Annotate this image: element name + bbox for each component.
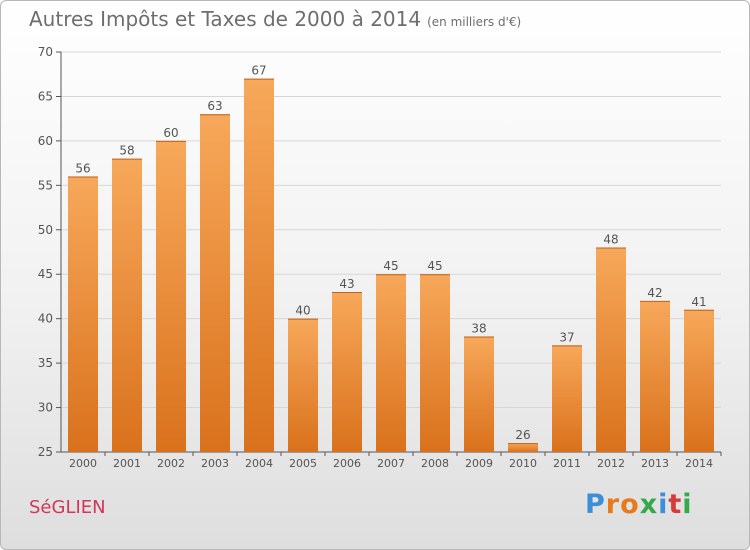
y-tick-label: 55 — [38, 178, 53, 192]
x-tick-label: 2008 — [421, 457, 449, 470]
bar — [68, 176, 98, 452]
x-tick-label: 2010 — [509, 457, 537, 470]
y-tick-label: 35 — [38, 356, 53, 370]
bar — [244, 78, 274, 453]
y-tick-label: 30 — [38, 401, 53, 415]
x-tick-label: 2004 — [245, 457, 273, 470]
bar — [200, 114, 230, 452]
x-tick-label: 2001 — [113, 457, 141, 470]
x-tick-label: 2011 — [553, 457, 581, 470]
y-tick-label: 65 — [38, 89, 53, 103]
y-tick-label: 45 — [38, 267, 53, 281]
data-label: 45 — [427, 259, 442, 273]
data-label: 42 — [647, 286, 662, 300]
bar — [420, 274, 450, 452]
logo-letter: i — [682, 489, 693, 520]
logo-letter: P — [585, 489, 606, 520]
x-tick-label: 2009 — [465, 457, 493, 470]
data-label: 43 — [339, 277, 354, 291]
data-label: 40 — [295, 304, 310, 318]
x-tick-label: 2002 — [157, 457, 185, 470]
x-tick-label: 2013 — [641, 457, 669, 470]
logo-letter: o — [620, 489, 640, 520]
bar — [596, 247, 626, 452]
x-tick-label: 2000 — [69, 457, 97, 470]
y-tick-label: 40 — [38, 312, 53, 326]
x-tick-label: 2014 — [685, 457, 713, 470]
x-tick-label: 2012 — [597, 457, 625, 470]
x-tick-label: 2003 — [201, 457, 229, 470]
logo-letter: x — [639, 489, 659, 520]
proxiti-logo: Proxiti — [585, 489, 693, 520]
data-label: 56 — [75, 161, 90, 175]
bar — [112, 158, 142, 452]
bar — [332, 292, 362, 452]
bar — [684, 309, 714, 452]
bar — [156, 140, 186, 452]
data-label: 26 — [515, 428, 530, 442]
chart-title: Autres Impôts et Taxes de 2000 à 2014 (en… — [29, 7, 521, 31]
data-label: 45 — [383, 259, 398, 273]
y-tick-label: 25 — [38, 445, 53, 459]
logo-letter: i — [658, 489, 669, 520]
data-label: 60 — [163, 126, 178, 140]
x-tick-label: 2006 — [333, 457, 361, 470]
logo-letter: t — [668, 489, 683, 520]
data-label: 67 — [251, 64, 266, 78]
x-tick-label: 2007 — [377, 457, 405, 470]
place-name: SéGLIEN — [29, 497, 106, 518]
title-text: Autres Impôts et Taxes de 2000 à 2014 — [29, 7, 422, 31]
y-tick-label: 60 — [38, 134, 53, 148]
y-tick-label: 70 — [38, 45, 53, 59]
data-label: 48 — [603, 233, 618, 247]
bar — [288, 318, 318, 452]
unit-label: (en milliers d'€) — [427, 15, 522, 29]
bar — [552, 345, 582, 452]
bar — [464, 336, 494, 452]
bar — [508, 443, 538, 452]
bar — [640, 300, 670, 452]
data-label: 63 — [207, 99, 222, 113]
bar — [376, 274, 406, 452]
y-tick-label: 50 — [38, 223, 53, 237]
data-label: 37 — [559, 330, 574, 344]
data-label: 38 — [471, 321, 486, 335]
logo-letter: r — [605, 489, 621, 520]
data-label: 58 — [119, 144, 134, 158]
x-tick-label: 2005 — [289, 457, 317, 470]
data-label: 41 — [691, 295, 706, 309]
